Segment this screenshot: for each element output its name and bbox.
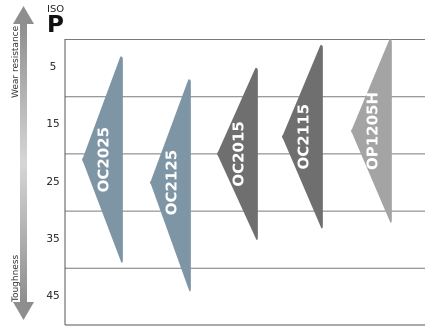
grade-shape — [82, 56, 123, 263]
tick-label: 45 — [46, 289, 60, 302]
grade-label: OC2115 — [295, 104, 313, 170]
iso-label: ISO — [47, 4, 65, 15]
tick-label: 25 — [46, 175, 60, 188]
grade-label: OC2125 — [163, 150, 181, 216]
toughness-label: Toughness — [11, 254, 21, 302]
grade-shape-oc2125: OC2125 — [150, 79, 191, 292]
grade-shape — [282, 45, 323, 229]
grade-shape-oc2115: OC2115 — [282, 45, 323, 229]
wear-resistance-label: Wear resistance — [11, 25, 21, 98]
grade-label: OP1205H — [364, 92, 382, 170]
tick-label: 15 — [46, 118, 60, 131]
grade-label: OC2015 — [230, 121, 248, 187]
iso-class-label: P — [47, 12, 64, 38]
tick-label: 5 — [49, 61, 57, 74]
grade-shape — [150, 79, 191, 292]
grade-shape-oc2025: OC2025 — [82, 56, 123, 263]
tick-label: 35 — [46, 232, 60, 245]
grade-shape-op1205h: OP1205H — [351, 39, 392, 223]
grade-shape — [217, 67, 258, 240]
grade-label: OC2025 — [95, 127, 113, 193]
grade-shape — [351, 39, 392, 223]
grade-shape-oc2015: OC2015 — [217, 67, 258, 240]
double-arrow — [13, 6, 34, 320]
grade-shapes: OC2025 OC2125 OC2015 OC2115 OP1205H — [82, 39, 392, 292]
